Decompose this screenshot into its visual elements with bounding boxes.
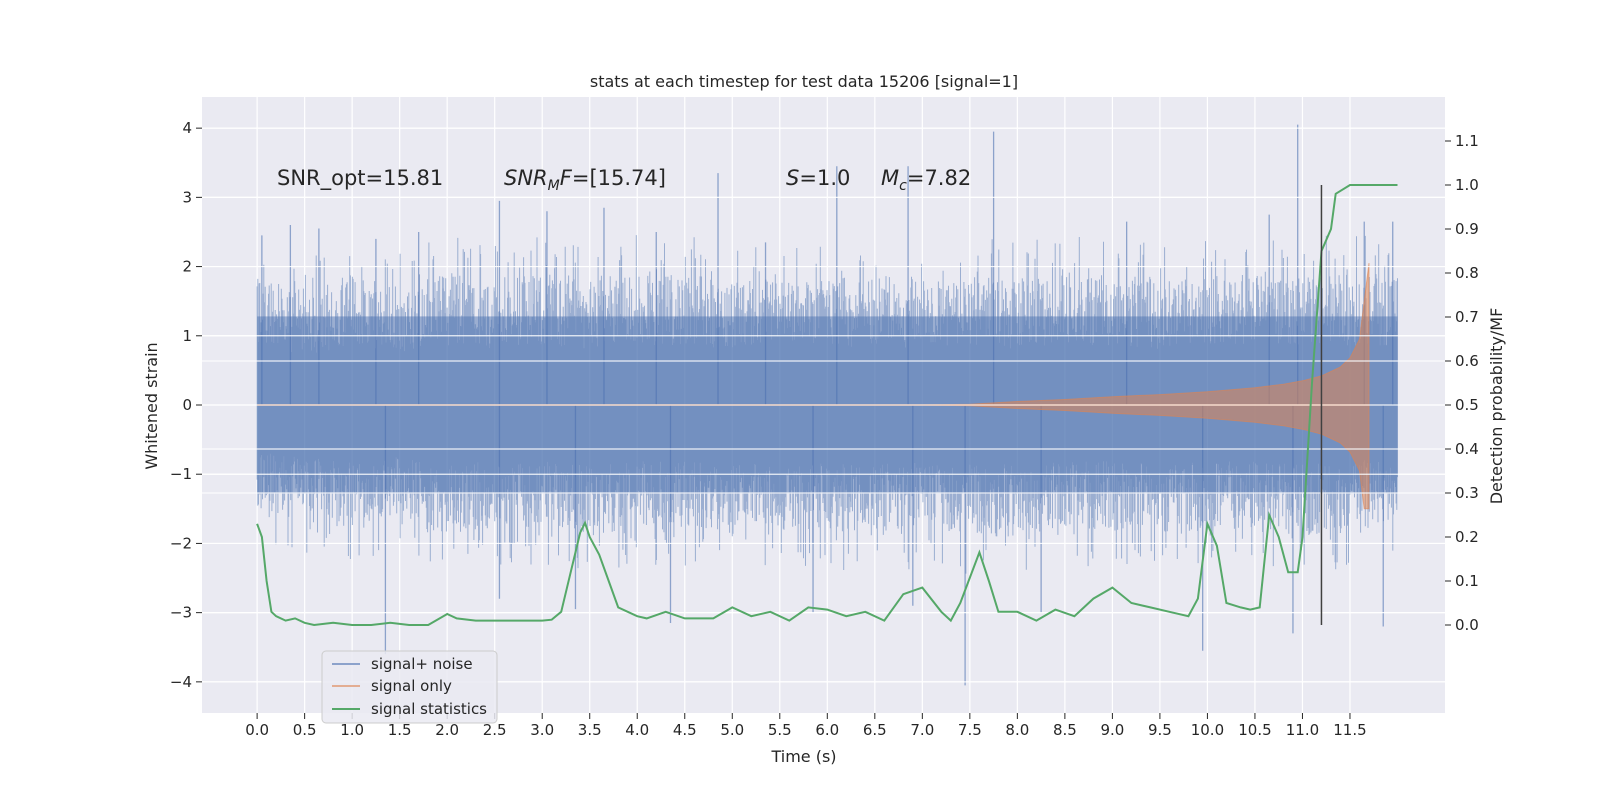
legend-box [321, 650, 498, 724]
y-right-tick-label: 0.2 [1455, 528, 1479, 546]
annotation-s: S=1.0 [786, 166, 850, 190]
y-axis-left-label: Whitened strain [142, 342, 161, 469]
x-axis-ticks: 0.0 0.5 1.0 1.5 2.0 2.5 3.0 3.5 4.0 4.5 5.0 5.5 6.0 6… [245, 713, 1367, 739]
x-tick-label: 4.5 [673, 721, 697, 739]
y-right-tick-label: 0.6 [1455, 352, 1479, 370]
x-tick-label: 7.5 [958, 721, 982, 739]
x-tick-label: 6.5 [863, 721, 887, 739]
legend-label-signal-only: signal only [371, 677, 452, 695]
x-tick-label: 7.0 [910, 721, 934, 739]
y-left-tick-label: 3 [182, 188, 192, 206]
y-left-tick-label: −3 [170, 604, 192, 622]
x-tick-label: 9.0 [1100, 721, 1124, 739]
y-right-tick-label: 0.4 [1455, 440, 1479, 458]
x-tick-label: 4.0 [625, 721, 649, 739]
y-right-tick-label: 1.1 [1455, 132, 1479, 150]
x-tick-label: 0.5 [293, 721, 317, 739]
signal-statistics-line [256, 184, 1398, 627]
y-right-tick-label: 0.8 [1455, 264, 1479, 282]
x-tick-label: 10.5 [1238, 721, 1271, 739]
x-tick-label: 2.0 [435, 721, 459, 739]
x-tick-label: 6.0 [815, 721, 839, 739]
x-tick-label: 1.5 [388, 721, 412, 739]
y-left-tick-label: 4 [182, 119, 192, 137]
y-right-tick-label: 0.0 [1455, 616, 1479, 634]
x-tick-label: 5.0 [720, 721, 744, 739]
y-right-tick-label: 0.9 [1455, 220, 1479, 238]
x-tick-label: 2.5 [483, 721, 507, 739]
series-signal-statistics [256, 184, 1398, 627]
x-axis-label: Time (s) [770, 747, 836, 766]
x-tick-label: 3.5 [578, 721, 602, 739]
annotation-snr-opt: SNR_opt=15.81 [277, 166, 443, 191]
grid-lines-overlay [202, 127, 1445, 683]
x-tick-label: 11.0 [1286, 721, 1319, 739]
y-right-tick-label: 0.1 [1455, 572, 1479, 590]
y-axis-left-ticks: 4 3 2 1 0 −1 −2 −3 −4 [170, 119, 202, 691]
x-tick-label: 8.5 [1053, 721, 1077, 739]
y-axis-right-label: Detection probability/MF [1487, 308, 1506, 505]
y-left-tick-label: 1 [182, 327, 192, 345]
y-left-tick-label: 2 [182, 258, 192, 276]
x-tick-label: 10.0 [1191, 721, 1224, 739]
annotation-mc: Mc=7.82 [881, 166, 971, 194]
x-tick-label: 1.0 [340, 721, 364, 739]
x-tick-label: 11.5 [1333, 721, 1366, 739]
legend: signal+ noise signal only signal statist… [321, 650, 498, 724]
y-left-tick-label: −2 [170, 534, 192, 552]
y-axis-right-ticks: 1.1 1.0 0.9 0.8 0.7 0.6 0.5 0.4 0.3 0.2 0.1 0.0 [1445, 132, 1479, 634]
annotation-snr-mf: SNRMF=[15.74] [504, 166, 666, 194]
x-tick-label: 0.0 [245, 721, 269, 739]
chart-title: stats at each timestep for test data 152… [590, 72, 1018, 91]
x-tick-label: 9.5 [1148, 721, 1172, 739]
y-left-tick-label: −1 [170, 465, 192, 483]
x-tick-label: 8.0 [1005, 721, 1029, 739]
legend-label-signal-noise: signal+ noise [371, 655, 473, 673]
y-right-tick-label: 1.0 [1455, 176, 1479, 194]
y-left-tick-label: 0 [182, 396, 192, 414]
y-right-tick-label: 0.7 [1455, 308, 1479, 326]
y-right-tick-label: 0.3 [1455, 484, 1479, 502]
x-tick-label: 5.5 [768, 721, 792, 739]
x-tick-label: 3.0 [530, 721, 554, 739]
y-right-tick-label: 0.5 [1455, 396, 1479, 414]
y-left-tick-label: −4 [170, 673, 192, 691]
legend-label-signal-statistics: signal statistics [371, 700, 487, 718]
